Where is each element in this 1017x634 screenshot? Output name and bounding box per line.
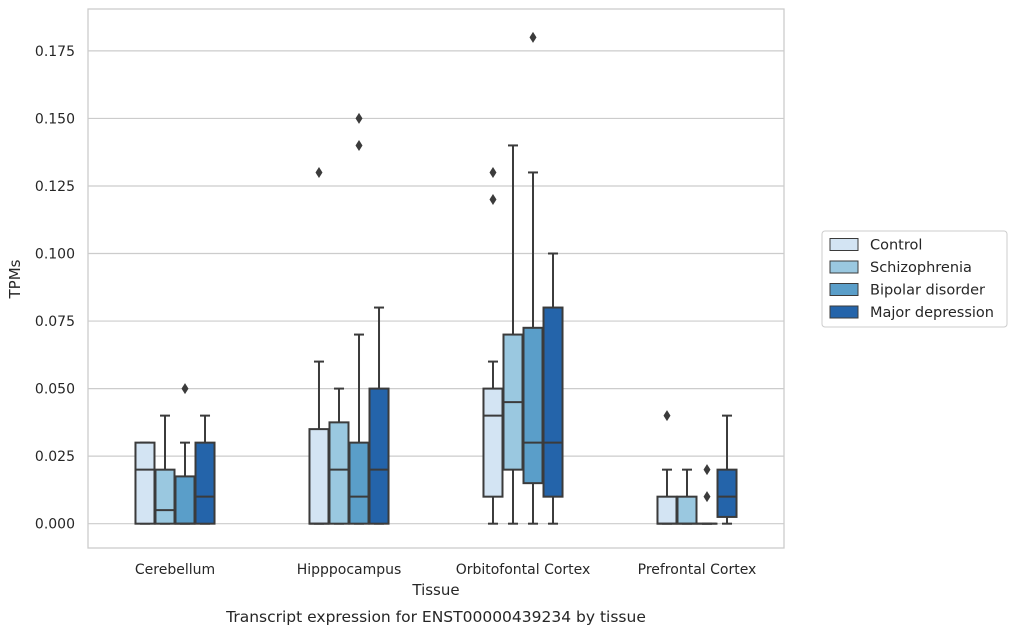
y-tick-label: 0.050 <box>35 382 75 398</box>
legend-frame <box>821 230 1008 328</box>
outlier-point <box>489 193 497 205</box>
box-orbitofontal-cortex-schizophrenia <box>502 144 524 525</box>
outlier-point <box>489 166 497 178</box>
y-tick-label: 0.175 <box>35 44 75 60</box>
box-hipppocampus-control <box>308 166 330 525</box>
box-hipppocampus-major-depression <box>368 306 390 525</box>
legend-swatch <box>829 283 859 296</box>
y-tick-labels: 0.000 0.025 0.050 0.075 0.100 0.125 0.150 0.175 <box>35 44 75 533</box>
box-cerebellum-control <box>134 441 156 525</box>
x-tick-label: Orbitofontal Cortex <box>456 562 591 578</box>
legend-entry-schizophrenia: Schizophrenia <box>829 260 972 276</box>
box-iqr <box>482 387 504 498</box>
box-prefrontal-cortex-schizophrenia <box>676 468 698 525</box>
legend-swatch <box>829 260 859 274</box>
x-tick-label: Cerebellum <box>135 562 215 578</box>
outlier-point <box>663 410 671 422</box>
box-prefrontal-cortex-bipolar-disorder <box>696 464 718 525</box>
outlier-point <box>181 383 189 395</box>
legend-entry-control: Control <box>829 238 922 254</box>
legend-label: Schizophrenia <box>870 260 972 276</box>
box-iqr <box>676 495 698 525</box>
box-iqr <box>348 441 370 525</box>
y-tick-label: 0.100 <box>35 247 75 263</box>
x-tick-label: Hipppocampus <box>297 562 402 578</box>
legend-entry-bipolar-disorder: Bipolar disorder <box>829 283 985 299</box>
outlier-point <box>703 491 711 503</box>
legend: Control Schizophrenia Bipolar disorder Majo… <box>821 230 1008 328</box>
outlier-point <box>355 112 363 124</box>
box-cerebellum-schizophrenia <box>154 414 176 525</box>
chart-caption: Transcript expression for ENST0000043923… <box>225 608 646 626</box>
box-iqr <box>328 421 350 525</box>
box-iqr <box>134 441 156 525</box>
legend-label: Control <box>870 238 922 254</box>
box-orbitofontal-cortex-major-depression <box>542 252 564 525</box>
box-iqr <box>542 306 564 498</box>
y-tick-label: 0.025 <box>35 449 75 465</box>
y-tick-label: 0.075 <box>35 314 75 330</box>
boxes <box>134 31 738 525</box>
x-tick-label: Prefrontal Cortex <box>638 562 757 578</box>
box-iqr <box>154 468 176 525</box>
box-iqr <box>716 468 738 518</box>
box-cerebellum-bipolar-disorder <box>174 383 196 525</box>
box-iqr <box>522 326 544 485</box>
box-cerebellum-major-depression <box>194 414 216 525</box>
y-tick-label: 0.125 <box>35 179 75 195</box>
outlier-point <box>355 139 363 151</box>
y-tick-label: 0.000 <box>35 517 75 533</box>
outlier-point <box>315 166 323 178</box>
box-iqr <box>368 387 390 525</box>
outlier-point <box>529 31 537 43</box>
x-tick-labels: Cerebellum Hipppocampus Orbitofontal Corte… <box>135 562 756 578</box>
plot-frame <box>87 8 785 549</box>
box-prefrontal-cortex-control <box>656 410 678 525</box>
legend-swatch <box>829 305 859 319</box>
box-iqr <box>308 428 330 525</box>
legend-label: Bipolar disorder <box>870 283 985 299</box>
grid-lines <box>88 50 784 525</box>
box-hipppocampus-schizophrenia <box>328 387 350 525</box>
box-iqr <box>656 495 678 525</box>
legend-swatch <box>829 238 859 251</box>
x-axis-title: Tissue <box>411 581 459 599</box>
box-iqr <box>194 441 216 525</box>
y-tick-label: 0.150 <box>35 111 75 127</box>
box-orbitofontal-cortex-control <box>482 166 504 525</box>
box-orbitofontal-cortex-bipolar-disorder <box>522 31 544 525</box>
box-hipppocampus-bipolar-disorder <box>348 112 370 525</box>
box-prefrontal-cortex-major-depression <box>716 414 738 525</box>
y-axis-title: TPMs <box>6 259 24 299</box>
legend-entry-major-depression: Major depression <box>829 305 994 321</box>
legend-label: Major depression <box>870 305 994 321</box>
outlier-point <box>703 464 711 476</box>
box-iqr <box>174 475 196 525</box>
